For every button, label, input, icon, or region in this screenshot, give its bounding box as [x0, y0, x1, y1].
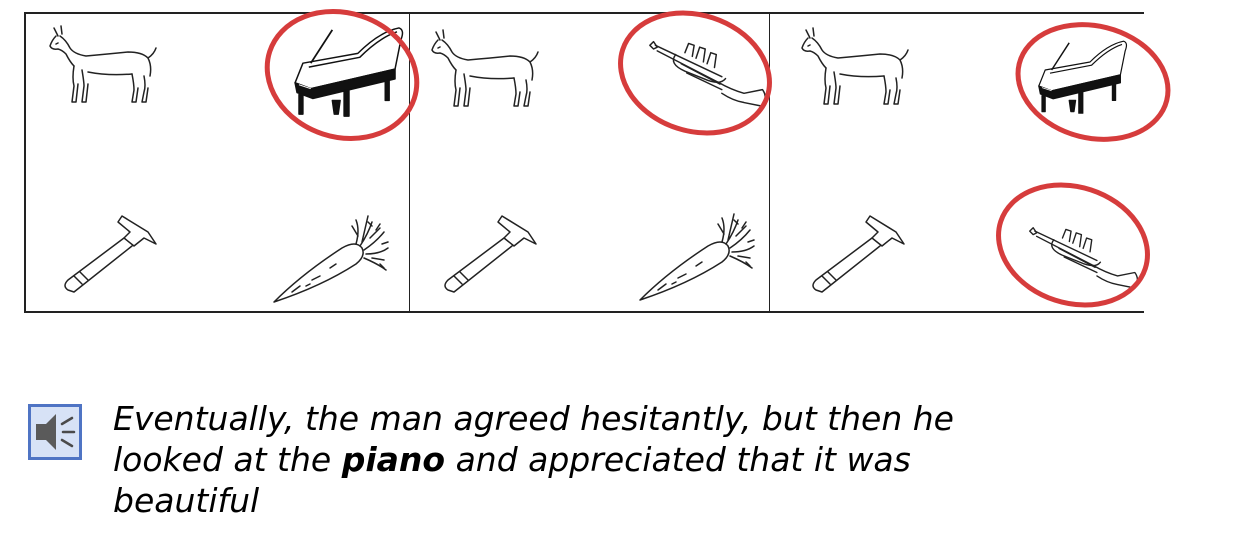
caption-line-2: looked at the piano and appreciated that…: [113, 439, 1093, 480]
picture-strip: [24, 12, 1144, 313]
goat-picture: [800, 24, 910, 109]
caption-line-3: beautiful: [113, 481, 260, 520]
selection-circle: [992, 180, 1154, 310]
goat-picture: [48, 22, 158, 107]
hammer-picture: [808, 214, 908, 294]
carrot-picture: [638, 212, 758, 302]
goat-picture: [430, 26, 540, 111]
hammer-picture: [440, 214, 540, 294]
speaker-icon[interactable]: [28, 404, 82, 460]
hammer-picture: [60, 214, 160, 294]
caption-line-1: Eventually, the man agreed hesitantly, b…: [113, 399, 954, 438]
highlighted-word: piano: [341, 440, 446, 479]
narration-text: Eventually, the man agreed hesitantly, b…: [113, 398, 1093, 521]
carrot-picture: [272, 214, 392, 304]
selection-circle: [1012, 20, 1174, 144]
caption-text: and appreciated that it was: [445, 440, 911, 479]
selection-circle: [614, 10, 776, 136]
caption-text: looked at the: [113, 440, 342, 479]
selection-circle: [262, 8, 422, 142]
picture-panel-3: [769, 12, 1144, 313]
